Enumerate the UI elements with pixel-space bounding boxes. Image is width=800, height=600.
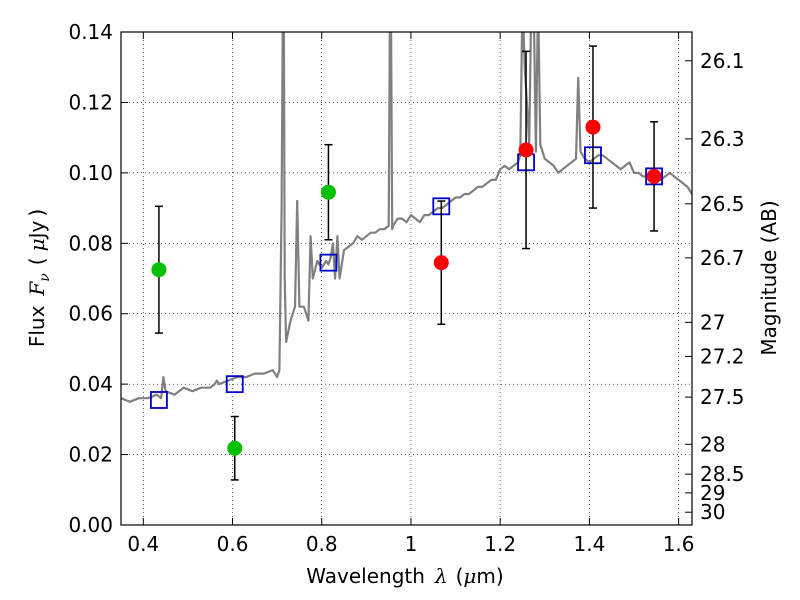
y2-tick-label: 26.3: [700, 127, 745, 151]
y2-tick-label: 26.1: [700, 49, 745, 73]
green-point: [320, 184, 336, 200]
y-tick-label: 0.10: [68, 161, 113, 185]
x-tick-label: 1.2: [484, 532, 516, 556]
green-point: [151, 262, 167, 278]
y-axis-label: FluxFν(μJy): [25, 209, 53, 347]
plot-area: [121, 32, 692, 481]
model-photometry-square: [225, 375, 244, 394]
y2-tick-label: 29: [700, 481, 725, 505]
x-tick-label: 0.4: [127, 532, 159, 556]
red-point: [433, 255, 449, 271]
plot-frame: [120, 31, 693, 526]
y-tick-label: 0.06: [68, 302, 113, 326]
ticks: 0.4 0.6 0.8 1 1.2 1.4 1.6 0.00 0.02 0.04 0.06 0.08 0…: [68, 20, 744, 556]
x-tick-label: 0.6: [217, 532, 249, 556]
y2-tick-label: 27.2: [700, 344, 745, 368]
y2-tick-label: 26.7: [700, 246, 745, 270]
red-point: [585, 119, 601, 135]
y-tick-label: 0.12: [68, 90, 113, 114]
y-tick-label: 0.02: [68, 443, 113, 467]
x-tick-label: 0.8: [306, 532, 338, 556]
y2-tick-label: 28.5: [700, 462, 745, 486]
y2-tick-label: 26.5: [700, 192, 745, 216]
model-photometry-square: [150, 391, 168, 409]
y-tick-label: 0.04: [68, 372, 113, 396]
x-axis-label: Wavelength λ (μm): [306, 564, 503, 588]
y2-axis-label: Magnitude (AB): [757, 200, 781, 355]
x-tick-label: 1.4: [573, 532, 605, 556]
red-point: [646, 168, 662, 184]
y2-tick-label: 27: [700, 310, 725, 334]
y-tick-label: 0.14: [68, 20, 113, 44]
model-photometry-square: [319, 253, 338, 272]
x-tick-label: 1: [405, 532, 418, 556]
green-point: [227, 440, 243, 456]
y2-tick-label: 30: [700, 500, 725, 524]
y2-tick-label: 28: [700, 432, 725, 456]
y-tick-label: 0.00: [68, 513, 113, 537]
x-tick-label: 1.6: [663, 532, 695, 556]
red-point: [518, 142, 534, 158]
y2-tick-label: 27.5: [700, 385, 745, 409]
y-tick-label: 0.08: [68, 231, 113, 255]
